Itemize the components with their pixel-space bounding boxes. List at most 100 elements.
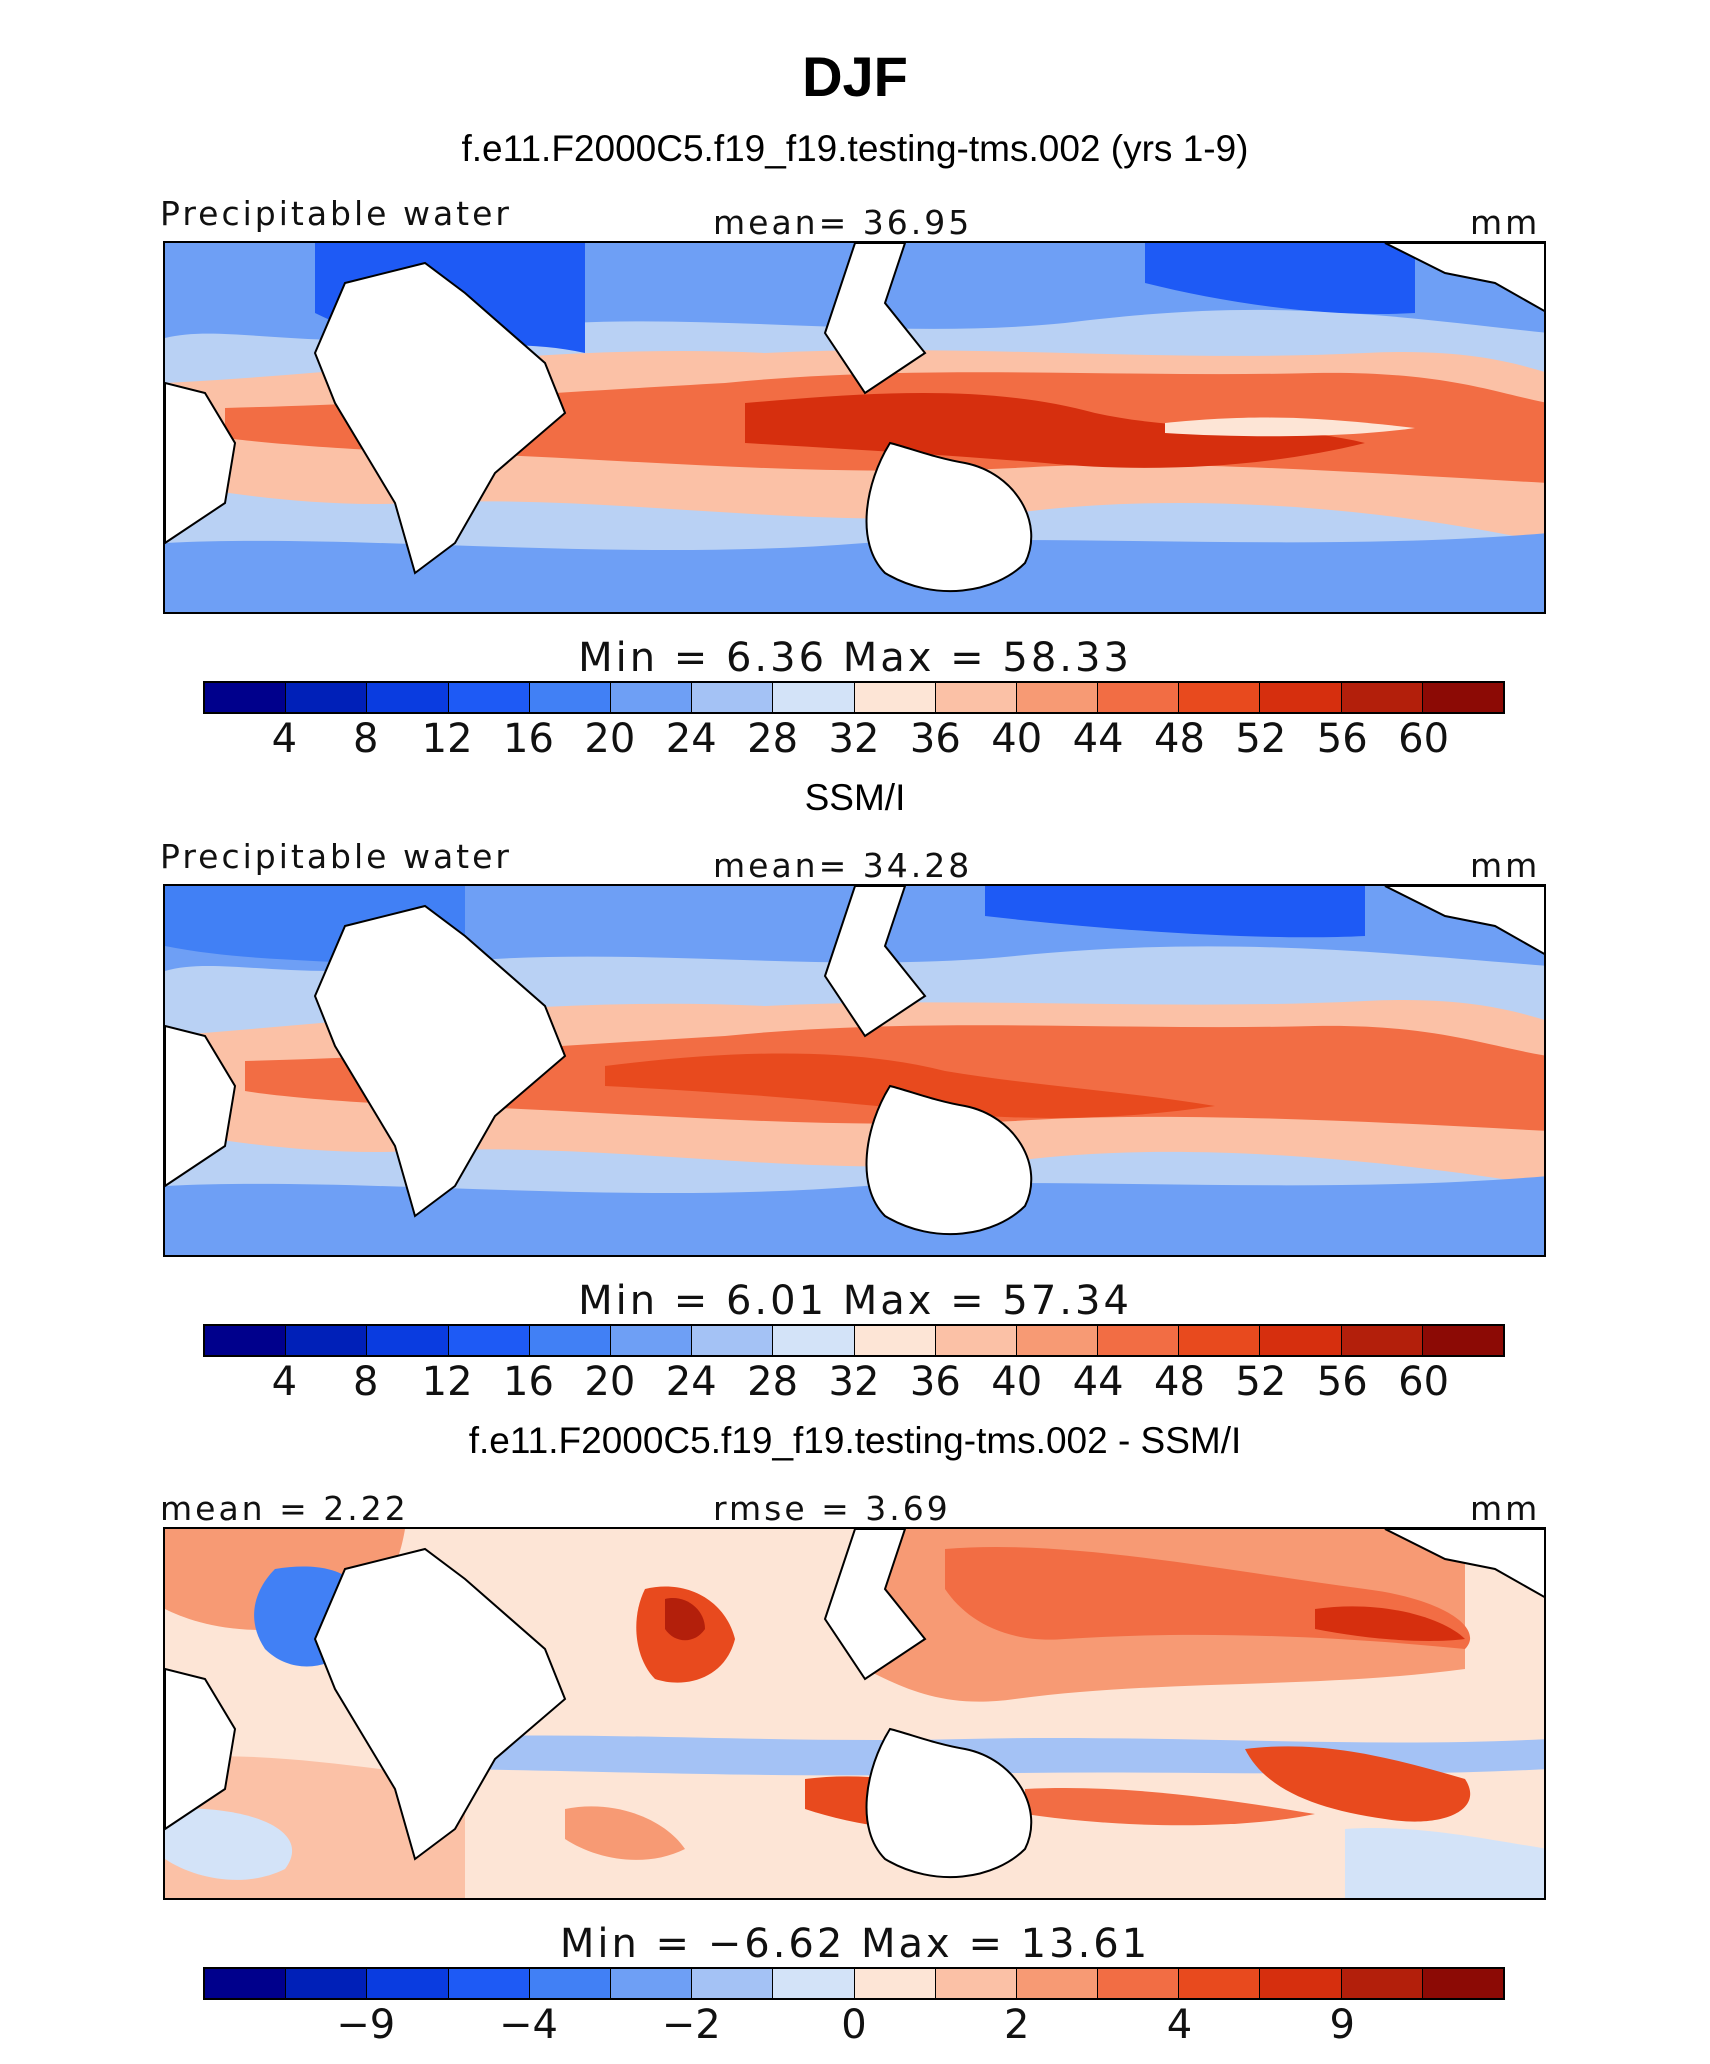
panel-3-map [163,1527,1546,1900]
colorbar-tick-label: 56 [1316,716,1368,762]
colorbar-tick-label: 48 [1154,1359,1205,1405]
colorbar-swatch [854,683,936,712]
colorbar-tick-label: 32 [828,1359,880,1405]
colorbar-swatch [1016,1326,1099,1355]
colorbar-swatch [935,1326,1017,1355]
colorbar-swatch [1422,683,1503,712]
colorbar-swatch [854,1326,936,1355]
colorbar-tick-label: 36 [909,716,961,762]
panel-3-colorbar [203,1967,1505,2000]
colorbar-tick-label: 8 [353,716,379,762]
colorbar-swatch [692,683,774,712]
panel-1-map-graphic [165,243,1544,612]
colorbar-swatch [367,683,449,712]
panel-1-mean-label: mean= 36.95 [713,203,973,242]
panel-2-variable-label: Precipitable water [160,837,512,876]
colorbar-swatch [692,1969,774,1998]
colorbar-swatch [286,1326,368,1355]
colorbar-tick-label: 60 [1398,716,1450,762]
colorbar-swatch [1422,1326,1503,1355]
colorbar-tick-label: 16 [503,716,554,762]
colorbar-swatch [286,683,368,712]
colorbar-tick-label: 12 [421,1359,473,1405]
panel-2-units-label: mm [1470,846,1541,885]
colorbar-swatch [529,683,611,712]
colorbar-tick-label: 44 [1072,716,1124,762]
panel-1-colorbar [203,681,1505,714]
panel-3-rmse-label: rmse = 3.69 [713,1489,951,1528]
panel-1-colorbar-ticks: 4 8 12 16 20 24 28 32 36 40 44 48 52 56 … [203,716,1505,766]
colorbar-tick-label: 24 [665,716,717,762]
colorbar-swatch [205,1326,287,1355]
colorbar-tick-label: 36 [909,1359,961,1405]
panel-2-minmax: Min = 6.01 Max = 57.34 [578,1278,1132,1324]
panel-1-units-label: mm [1470,203,1541,242]
colorbar-tick-label: −4 [499,2002,558,2048]
colorbar-tick-label: 28 [747,716,799,762]
colorbar-tick-label: 2 [1004,2002,1030,2048]
colorbar-swatch [1016,683,1099,712]
panel-3-map-graphic [165,1529,1544,1898]
colorbar-swatch [935,683,1017,712]
colorbar-swatch [1098,1969,1180,1998]
colorbar-swatch [1016,1969,1099,1998]
colorbar-swatch [205,683,287,712]
colorbar-tick-label: 40 [991,1359,1043,1405]
colorbar-tick-label: 4 [1166,2002,1193,2048]
colorbar-swatch [773,1969,855,1998]
colorbar-swatch [367,1969,449,1998]
colorbar-swatch [286,1969,368,1998]
colorbar-tick-label: 24 [665,1359,717,1405]
panel-3-minmax: Min = −6.62 Max = 13.61 [559,1921,1151,1967]
colorbar-swatch [935,1969,1017,1998]
colorbar-swatch [610,1969,693,1998]
panel-1-map [163,241,1546,614]
colorbar-tick-label: 60 [1398,1359,1450,1405]
colorbar-tick-label: −9 [336,2002,396,2048]
panel-3-heading: f.e11.F2000C5.f19_f19.testing-tms.002 - … [468,1420,1242,1461]
colorbar-swatch [1098,1326,1180,1355]
colorbar-swatch [1179,1326,1261,1355]
colorbar-tick-label: 56 [1316,1359,1368,1405]
figure-title: DJF [802,45,908,108]
colorbar-tick-label: 48 [1154,716,1205,762]
colorbar-tick-label: 20 [584,1359,636,1405]
colorbar-tick-label: 12 [421,716,473,762]
colorbar-swatch [773,683,855,712]
colorbar-swatch [610,683,693,712]
panel-1-minmax: Min = 6.36 Max = 58.33 [578,635,1132,681]
colorbar-swatch [448,1969,530,1998]
colorbar-tick-label: 52 [1235,716,1287,762]
colorbar-swatch [448,1326,530,1355]
colorbar-swatch [1260,683,1342,712]
colorbar-swatch [367,1326,449,1355]
panel-3-units-label: mm [1470,1489,1541,1528]
colorbar-tick-label: 52 [1235,1359,1287,1405]
panel-2-mean-label: mean= 34.28 [713,846,973,885]
colorbar-tick-label: 44 [1072,1359,1124,1405]
colorbar-swatch [1260,1326,1342,1355]
colorbar-swatch [448,683,530,712]
colorbar-tick-label: 0 [841,2002,867,2048]
panel-2-map [163,884,1546,1257]
colorbar-swatch [1341,1969,1423,1998]
colorbar-swatch [1179,1969,1261,1998]
panel-2-colorbar-ticks: 4 8 12 16 20 24 28 32 36 40 44 48 52 56 … [203,1359,1505,1409]
colorbar-tick-label: 32 [828,716,880,762]
colorbar-swatch [205,1969,287,1998]
colorbar-swatch [529,1969,611,1998]
colorbar-tick-label: 16 [503,1359,554,1405]
colorbar-swatch [1341,1326,1423,1355]
colorbar-swatch [1179,683,1261,712]
colorbar-swatch [854,1969,936,1998]
colorbar-swatch [1260,1969,1342,1998]
panel-1-heading: f.e11.F2000C5.f19_f19.testing-tms.002 (y… [461,128,1249,169]
colorbar-swatch [1341,683,1423,712]
colorbar-swatch [1098,683,1180,712]
colorbar-tick-label: 4 [271,1359,298,1405]
colorbar-swatch [529,1326,611,1355]
panel-2-map-graphic [165,886,1544,1255]
colorbar-tick-label: 4 [271,716,298,762]
colorbar-tick-label: 40 [991,716,1043,762]
colorbar-swatch [1422,1969,1503,1998]
